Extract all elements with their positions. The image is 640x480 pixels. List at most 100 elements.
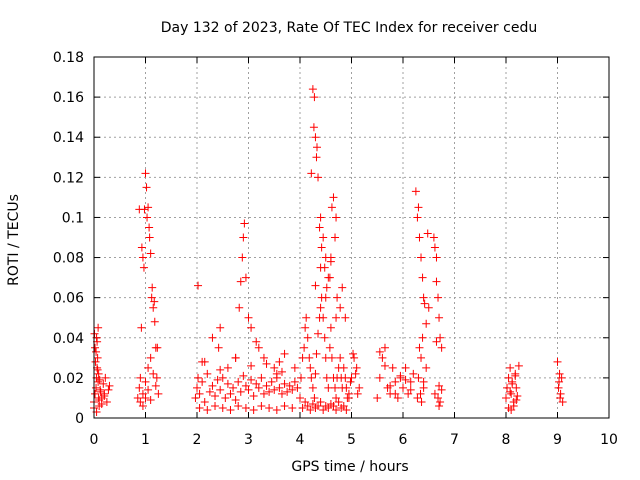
data-point xyxy=(434,293,443,302)
data-point xyxy=(413,393,422,402)
data-point xyxy=(280,349,289,358)
data-point xyxy=(332,405,341,414)
data-point xyxy=(252,379,261,388)
data-point xyxy=(422,363,431,372)
data-point xyxy=(265,403,274,412)
x-tick-label: 9 xyxy=(553,432,562,448)
data-point xyxy=(151,381,160,390)
data-point xyxy=(331,383,340,392)
data-point xyxy=(238,253,247,262)
data-point xyxy=(306,405,315,414)
x-tick-label: 7 xyxy=(450,432,459,448)
data-point xyxy=(314,401,323,410)
data-point xyxy=(298,403,307,412)
data-point xyxy=(326,253,335,262)
data-point xyxy=(350,353,359,362)
data-point xyxy=(436,333,445,342)
data-point xyxy=(211,401,220,410)
x-tick-label: 10 xyxy=(600,432,618,448)
data-point xyxy=(99,379,108,388)
data-point xyxy=(418,273,427,282)
data-point xyxy=(139,263,148,272)
data-point xyxy=(322,373,331,382)
y-tick-label: 0.06 xyxy=(53,291,84,307)
data-point xyxy=(95,375,104,384)
data-point xyxy=(514,361,523,370)
data-point xyxy=(301,397,310,406)
data-point xyxy=(320,333,329,342)
y-tick-label: 0.02 xyxy=(53,371,84,387)
data-point xyxy=(406,377,415,386)
data-point xyxy=(411,187,420,196)
data-point xyxy=(277,389,286,398)
data-point xyxy=(262,359,271,368)
data-point xyxy=(557,373,566,382)
data-point xyxy=(417,353,426,362)
data-point xyxy=(296,393,304,402)
data-point xyxy=(249,405,258,414)
data-point xyxy=(326,323,335,332)
data-point xyxy=(305,353,314,362)
y-tick-label: 0.04 xyxy=(53,331,84,347)
data-point xyxy=(97,399,106,408)
data-point xyxy=(339,363,348,372)
data-point xyxy=(92,347,101,356)
data-point xyxy=(419,293,428,302)
data-point xyxy=(375,373,384,382)
data-point xyxy=(231,353,240,362)
data-point xyxy=(194,281,203,290)
data-point xyxy=(511,371,520,380)
data-point xyxy=(414,373,423,382)
data-point xyxy=(143,213,152,222)
data-point xyxy=(257,401,266,410)
data-point xyxy=(211,391,220,400)
data-point xyxy=(344,393,353,402)
y-tick-label: 0.1 xyxy=(62,210,84,226)
data-point xyxy=(141,377,150,386)
data-point xyxy=(311,133,320,142)
x-tick-label: 3 xyxy=(244,432,253,448)
data-point xyxy=(401,375,410,384)
data-point xyxy=(346,377,355,386)
data-point xyxy=(324,383,333,392)
data-point xyxy=(280,401,289,410)
data-point xyxy=(262,381,271,390)
y-tick-labels: 0 0.02 0.04 0.06 0.08 0.1 0.12 0.14 0.16 0.18 xyxy=(53,50,84,427)
data-point xyxy=(92,383,101,392)
data-point xyxy=(239,233,248,242)
data-point xyxy=(378,353,387,362)
data-point xyxy=(144,363,153,372)
data-point xyxy=(137,243,146,252)
data-point xyxy=(391,377,400,386)
data-point xyxy=(154,389,163,398)
data-point xyxy=(141,393,150,402)
data-point xyxy=(138,253,147,262)
data-point xyxy=(342,383,351,392)
data-point xyxy=(137,323,146,332)
data-point xyxy=(153,343,162,352)
data-point xyxy=(247,361,256,370)
data-point xyxy=(138,401,147,410)
data-point xyxy=(349,349,358,358)
x-tick-label: 8 xyxy=(502,432,511,448)
data-point xyxy=(288,403,297,412)
data-point xyxy=(339,401,348,410)
data-point xyxy=(396,371,405,380)
data-point xyxy=(91,343,100,352)
data-point xyxy=(555,369,564,378)
x-tick-label: 6 xyxy=(399,432,408,448)
data-point xyxy=(355,383,364,392)
data-point xyxy=(94,377,103,386)
data-point xyxy=(401,363,410,372)
data-point xyxy=(195,403,204,412)
data-point xyxy=(336,303,345,312)
data-point xyxy=(259,389,268,398)
data-point xyxy=(310,393,319,402)
data-point xyxy=(329,401,338,410)
data-point xyxy=(512,383,521,392)
data-point xyxy=(229,383,238,392)
data-point xyxy=(94,369,103,378)
data-point xyxy=(146,395,155,404)
data-point xyxy=(146,249,155,258)
